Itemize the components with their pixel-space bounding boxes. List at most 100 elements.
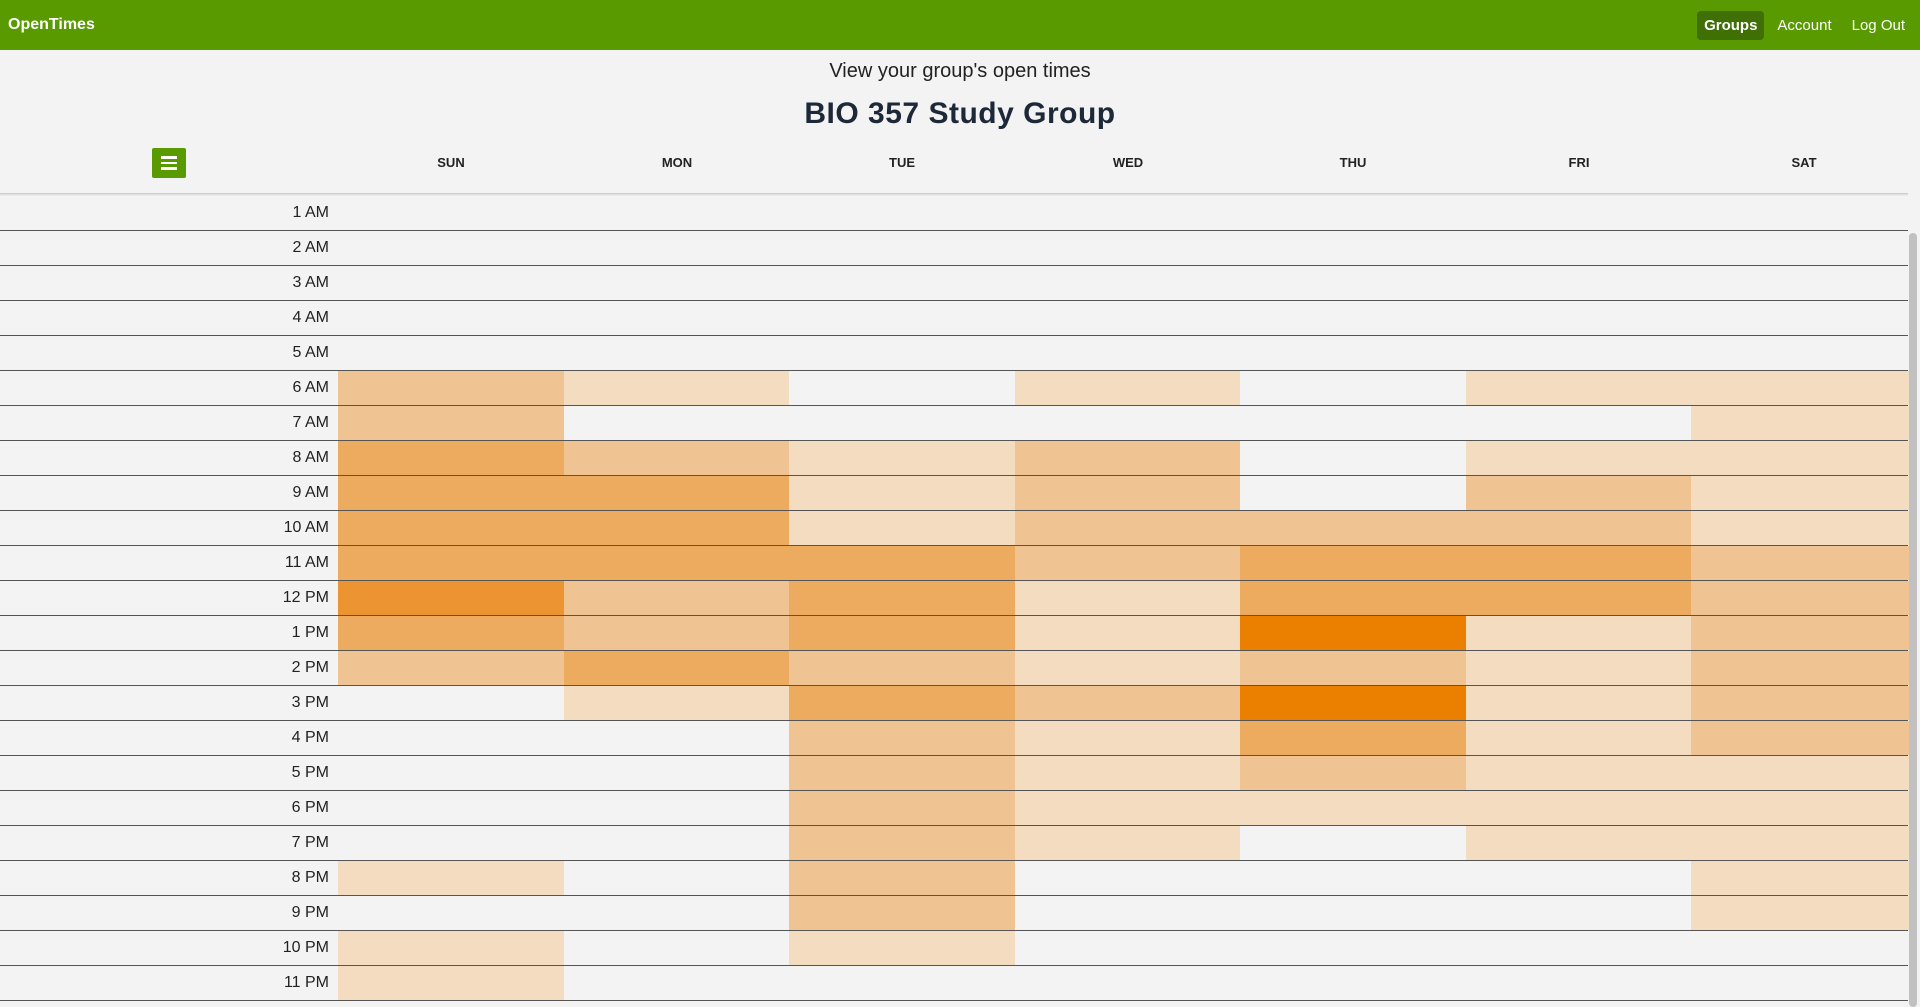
vertical-scrollbar[interactable] xyxy=(1909,233,1917,1007)
time-slot-cell[interactable] xyxy=(1466,336,1692,370)
time-slot-cell[interactable] xyxy=(1015,511,1241,545)
time-slot-cell[interactable] xyxy=(338,966,564,1000)
time-slot-cell[interactable] xyxy=(338,756,564,790)
time-slot-cell[interactable] xyxy=(338,826,564,860)
time-slot-cell[interactable] xyxy=(1466,616,1692,650)
time-slot-cell[interactable] xyxy=(1240,301,1466,335)
time-slot-cell[interactable] xyxy=(564,511,790,545)
time-slot-cell[interactable] xyxy=(1466,511,1692,545)
time-slot-cell[interactable] xyxy=(1240,861,1466,895)
time-slot-cell[interactable] xyxy=(1466,686,1692,720)
time-slot-cell[interactable] xyxy=(789,266,1015,300)
time-slot-cell[interactable] xyxy=(338,196,564,230)
time-slot-cell[interactable] xyxy=(564,371,790,405)
time-slot-cell[interactable] xyxy=(338,861,564,895)
time-slot-cell[interactable] xyxy=(1466,196,1692,230)
time-slot-cell[interactable] xyxy=(564,721,790,755)
time-slot-cell[interactable] xyxy=(1691,756,1917,790)
time-slot-cell[interactable] xyxy=(1240,826,1466,860)
time-slot-cell[interactable] xyxy=(1240,511,1466,545)
time-slot-cell[interactable] xyxy=(1691,196,1917,230)
time-slot-cell[interactable] xyxy=(1691,546,1917,580)
time-slot-cell[interactable] xyxy=(1015,546,1241,580)
time-slot-cell[interactable] xyxy=(1240,651,1466,685)
time-slot-cell[interactable] xyxy=(338,896,564,930)
time-slot-cell[interactable] xyxy=(1691,616,1917,650)
time-slot-cell[interactable] xyxy=(1015,441,1241,475)
time-slot-cell[interactable] xyxy=(789,231,1015,265)
time-slot-cell[interactable] xyxy=(789,896,1015,930)
time-slot-cell[interactable] xyxy=(338,441,564,475)
time-slot-cell[interactable] xyxy=(1466,301,1692,335)
time-slot-cell[interactable] xyxy=(1015,861,1241,895)
time-slot-cell[interactable] xyxy=(338,686,564,720)
time-slot-cell[interactable] xyxy=(1466,966,1692,1000)
time-slot-cell[interactable] xyxy=(789,476,1015,510)
time-slot-cell[interactable] xyxy=(1691,651,1917,685)
time-slot-cell[interactable] xyxy=(789,861,1015,895)
time-slot-cell[interactable] xyxy=(564,931,790,965)
time-slot-cell[interactable] xyxy=(1466,441,1692,475)
time-slot-cell[interactable] xyxy=(1691,301,1917,335)
time-slot-cell[interactable] xyxy=(1466,931,1692,965)
time-slot-cell[interactable] xyxy=(1015,931,1241,965)
time-slot-cell[interactable] xyxy=(1240,371,1466,405)
time-slot-cell[interactable] xyxy=(564,196,790,230)
time-slot-cell[interactable] xyxy=(1691,791,1917,825)
time-slot-cell[interactable] xyxy=(1466,756,1692,790)
time-slot-cell[interactable] xyxy=(1015,266,1241,300)
nav-account-link[interactable]: Account xyxy=(1777,16,1832,34)
nav-logout-link[interactable]: Log Out xyxy=(1851,16,1905,34)
time-slot-cell[interactable] xyxy=(1466,721,1692,755)
time-slot-cell[interactable] xyxy=(564,686,790,720)
time-slot-cell[interactable] xyxy=(564,791,790,825)
time-slot-cell[interactable] xyxy=(1691,721,1917,755)
time-slot-cell[interactable] xyxy=(1691,826,1917,860)
time-slot-cell[interactable] xyxy=(1015,616,1241,650)
time-slot-cell[interactable] xyxy=(1691,861,1917,895)
time-slot-cell[interactable] xyxy=(1240,406,1466,440)
time-slot-cell[interactable] xyxy=(789,616,1015,650)
time-slot-cell[interactable] xyxy=(1466,371,1692,405)
time-slot-cell[interactable] xyxy=(1691,371,1917,405)
time-slot-cell[interactable] xyxy=(1015,476,1241,510)
time-slot-cell[interactable] xyxy=(789,406,1015,440)
time-slot-cell[interactable] xyxy=(1240,336,1466,370)
time-slot-cell[interactable] xyxy=(1240,581,1466,615)
time-slot-cell[interactable] xyxy=(564,476,790,510)
time-slot-cell[interactable] xyxy=(789,756,1015,790)
time-slot-cell[interactable] xyxy=(1015,686,1241,720)
time-slot-cell[interactable] xyxy=(1240,966,1466,1000)
time-slot-cell[interactable] xyxy=(564,966,790,1000)
time-slot-cell[interactable] xyxy=(338,406,564,440)
time-slot-cell[interactable] xyxy=(1240,476,1466,510)
time-slot-cell[interactable] xyxy=(789,966,1015,1000)
time-slot-cell[interactable] xyxy=(1015,581,1241,615)
time-slot-cell[interactable] xyxy=(1240,896,1466,930)
time-slot-cell[interactable] xyxy=(789,651,1015,685)
time-slot-cell[interactable] xyxy=(789,721,1015,755)
time-slot-cell[interactable] xyxy=(1466,266,1692,300)
time-slot-cell[interactable] xyxy=(1691,966,1917,1000)
time-slot-cell[interactable] xyxy=(338,546,564,580)
time-slot-cell[interactable] xyxy=(1466,406,1692,440)
time-slot-cell[interactable] xyxy=(1240,756,1466,790)
time-slot-cell[interactable] xyxy=(1691,336,1917,370)
time-slot-cell[interactable] xyxy=(1240,441,1466,475)
time-slot-cell[interactable] xyxy=(789,371,1015,405)
time-slot-cell[interactable] xyxy=(1691,406,1917,440)
time-slot-cell[interactable] xyxy=(338,301,564,335)
time-slot-cell[interactable] xyxy=(564,756,790,790)
time-slot-cell[interactable] xyxy=(1691,511,1917,545)
time-slot-cell[interactable] xyxy=(1691,441,1917,475)
time-slot-cell[interactable] xyxy=(1015,301,1241,335)
time-slot-cell[interactable] xyxy=(338,616,564,650)
time-slot-cell[interactable] xyxy=(338,476,564,510)
time-slot-cell[interactable] xyxy=(789,301,1015,335)
time-slot-cell[interactable] xyxy=(564,651,790,685)
time-slot-cell[interactable] xyxy=(1691,581,1917,615)
time-slot-cell[interactable] xyxy=(564,301,790,335)
time-slot-cell[interactable] xyxy=(1015,371,1241,405)
time-slot-cell[interactable] xyxy=(789,336,1015,370)
time-slot-cell[interactable] xyxy=(564,896,790,930)
